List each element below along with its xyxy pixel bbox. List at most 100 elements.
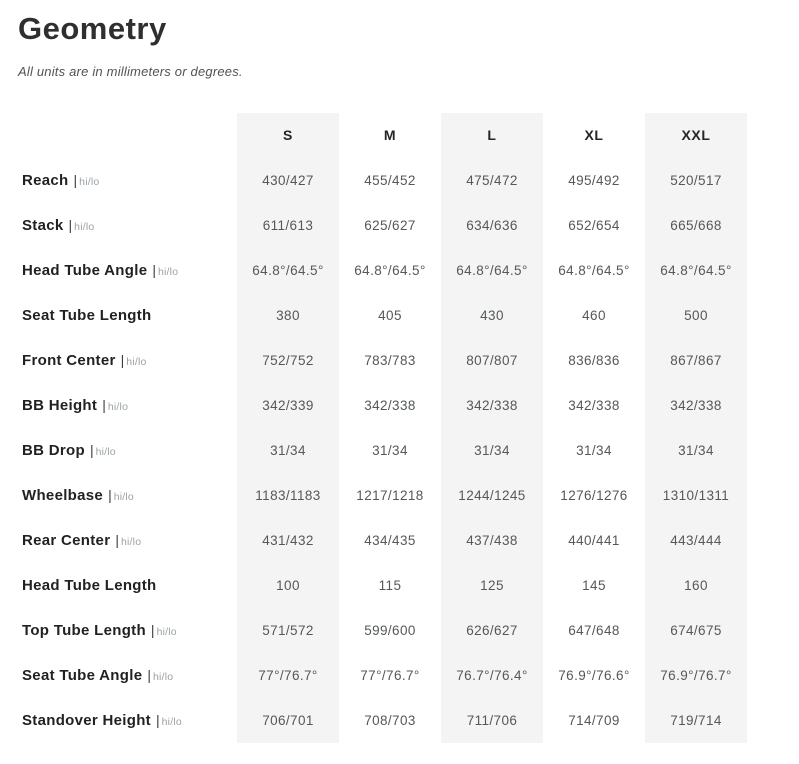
- row-label-text: Reach: [22, 172, 69, 189]
- hilo-separator: |: [150, 622, 155, 638]
- value-cell: 867/867: [645, 338, 747, 383]
- table-row: Wheelbase | hi/lo 1183/1183 1217/1218 1244/12…: [0, 473, 747, 518]
- value-cell: 626/627: [441, 608, 543, 653]
- value-cell: 611/613: [237, 203, 339, 248]
- value-cell: 571/572: [237, 608, 339, 653]
- row-label-text: Stack: [22, 217, 64, 234]
- row-label-text: Seat Tube Angle: [22, 667, 143, 684]
- row-label-text: Seat Tube Length: [22, 307, 152, 324]
- value-cell: 434/435: [364, 533, 416, 548]
- row-label-cell: Front Center | hi/lo: [0, 338, 237, 383]
- value-cell: 455/452: [364, 173, 416, 188]
- value-cell: 440/441: [568, 533, 620, 548]
- row-label-text: Rear Center: [22, 532, 111, 549]
- value-cell: 31/34: [372, 443, 408, 458]
- hilo-label: hi/lo: [157, 266, 179, 278]
- value-cell: 719/714: [645, 698, 747, 743]
- hilo-label: hi/lo: [126, 356, 147, 368]
- hilo-separator: |: [68, 217, 73, 233]
- value-cell: 76.7°/76.4°: [441, 653, 543, 698]
- value-cell: 115: [378, 578, 402, 593]
- table-row: Head Tube Angle | hi/lo 64.8°/64.5° 64.8°/64…: [0, 248, 747, 293]
- value-cell: 77°/76.7°: [360, 668, 420, 683]
- row-label-cell: Stack | hi/lo: [0, 203, 237, 248]
- row-label-text: BB Drop: [22, 442, 85, 459]
- value-cell: 599/600: [364, 623, 416, 638]
- geometry-table: S M L XL XXL Reach | hi/lo 430/427 455/452 475/472…: [0, 113, 747, 743]
- value-cell: 460: [582, 308, 606, 323]
- table-row: Reach | hi/lo 430/427 455/452 475/472 495/492 5…: [0, 158, 747, 203]
- row-label-cell: Rear Center | hi/lo: [0, 518, 237, 563]
- value-cell: 342/338: [364, 398, 416, 413]
- hilo-separator: |: [147, 667, 151, 683]
- value-cell: 64.8°/64.5°: [558, 263, 630, 278]
- table-row: BB Drop | hi/lo 31/34 31/34 31/34 31/34 31/34: [0, 428, 747, 473]
- value-cell: 652/654: [568, 218, 620, 233]
- value-cell: 625/627: [364, 218, 416, 233]
- table-row: Stack | hi/lo 611/613 625/627 634/636 652/654 6…: [0, 203, 747, 248]
- table-header-spacer: [0, 113, 237, 158]
- value-cell: 430/427: [237, 158, 339, 203]
- value-cell: 342/338: [441, 383, 543, 428]
- value-cell: 31/34: [441, 428, 543, 473]
- value-cell: 430: [441, 293, 543, 338]
- hilo-separator: |: [108, 487, 112, 503]
- column-header-m: M: [383, 127, 397, 143]
- value-cell: 674/675: [645, 608, 747, 653]
- hilo-label: hi/lo: [156, 626, 177, 638]
- value-cell: 76.9°/76.7°: [645, 653, 747, 698]
- table-row: Front Center | hi/lo 752/752 783/783 807/807 8…: [0, 338, 747, 383]
- value-cell: 76.9°/76.6°: [558, 668, 630, 683]
- hilo-label: hi/lo: [95, 446, 116, 458]
- hilo-label: hi/lo: [74, 221, 95, 233]
- value-cell: 64.8°/64.5°: [441, 248, 543, 293]
- value-cell: 1244/1245: [441, 473, 543, 518]
- row-label-text: BB Height: [22, 397, 98, 414]
- hilo-separator: |: [89, 442, 94, 458]
- value-cell: 1217/1218: [356, 488, 424, 503]
- value-cell: 495/492: [568, 173, 620, 188]
- value-cell: 706/701: [237, 698, 339, 743]
- value-cell: 64.8°/64.5°: [354, 263, 426, 278]
- value-cell: 634/636: [441, 203, 543, 248]
- hilo-separator: |: [102, 397, 106, 413]
- value-cell: 145: [582, 578, 606, 593]
- value-cell: 807/807: [441, 338, 543, 383]
- row-label-text: Wheelbase: [22, 487, 104, 504]
- value-cell: 783/783: [364, 353, 416, 368]
- hilo-label: hi/lo: [153, 671, 174, 683]
- value-cell: 647/648: [568, 623, 620, 638]
- table-row: BB Height | hi/lo 342/339 342/338 342/338 342/…: [0, 383, 747, 428]
- row-label-cell: Reach | hi/lo: [0, 158, 237, 203]
- row-label-text: Head Tube Angle: [22, 262, 148, 279]
- column-header-xxl: XXL: [645, 113, 747, 158]
- value-cell: 665/668: [645, 203, 747, 248]
- table-header-row: S M L XL XXL: [0, 113, 747, 158]
- value-cell: 160: [645, 563, 747, 608]
- value-cell: 125: [441, 563, 543, 608]
- column-header-xl: XL: [584, 127, 604, 143]
- row-label-text: Top Tube Length: [22, 622, 146, 639]
- value-cell: 443/444: [645, 518, 747, 563]
- value-cell: 100: [237, 563, 339, 608]
- row-label-cell: BB Drop | hi/lo: [0, 428, 237, 473]
- value-cell: 714/709: [568, 713, 620, 728]
- hilo-separator: |: [73, 172, 78, 188]
- value-cell: 708/703: [364, 713, 416, 728]
- hilo-label: hi/lo: [120, 536, 142, 548]
- hilo-label: hi/lo: [161, 716, 182, 728]
- hilo-separator: |: [120, 352, 125, 368]
- page-title: Geometry: [18, 11, 167, 46]
- page-subtitle: All units are in millimeters or degrees.: [18, 64, 243, 79]
- value-cell: 342/338: [645, 383, 747, 428]
- value-cell: 520/517: [645, 158, 747, 203]
- row-label-cell: BB Height | hi/lo: [0, 383, 237, 428]
- value-cell: 342/339: [237, 383, 339, 428]
- row-label-cell: Standover Height | hi/lo: [0, 698, 237, 743]
- value-cell: 31/34: [645, 428, 747, 473]
- value-cell: 64.8°/64.5°: [645, 248, 747, 293]
- row-label-text: Front Center: [22, 352, 116, 369]
- value-cell: 752/752: [237, 338, 339, 383]
- table-row: Head Tube Length 100 115 125 145 160: [0, 563, 747, 608]
- value-cell: 475/472: [441, 158, 543, 203]
